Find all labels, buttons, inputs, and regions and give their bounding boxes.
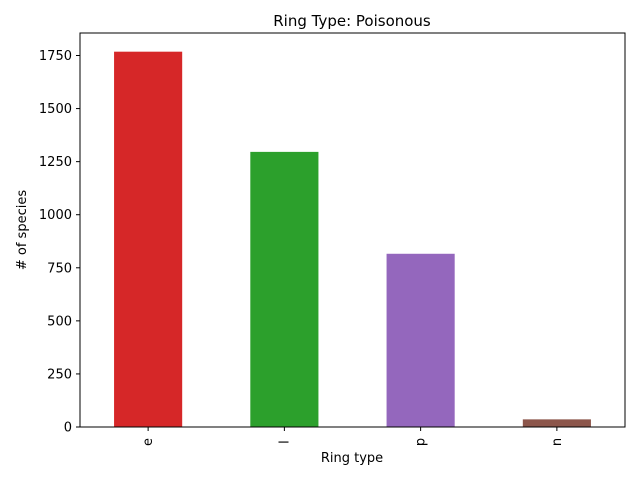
y-tick-label: 1500: [39, 102, 72, 117]
y-tick-label: 500: [47, 314, 72, 329]
bar-p: [386, 253, 455, 427]
bar-l: [250, 151, 319, 427]
y-tick-label: 250: [47, 367, 72, 382]
x-tick-label-n: n: [550, 438, 565, 446]
x-axis-label: Ring type: [321, 451, 383, 466]
x-tick-label-p: p: [414, 438, 429, 446]
y-tick-label: 750: [47, 261, 72, 276]
chart-title: Ring Type: Poisonous: [273, 12, 431, 30]
y-tick-label: 1750: [39, 49, 72, 64]
x-tick-label-e: e: [141, 438, 156, 446]
y-tick-label: 1000: [39, 208, 72, 223]
y-tick-label: 0: [64, 421, 72, 436]
bars-group: [114, 51, 591, 428]
y-axis-ticks: 0 250 500 750 1000 1250 1500 1750: [39, 49, 80, 436]
plot-frame: [79, 32, 626, 428]
x-tick-label-l: l: [277, 440, 292, 444]
y-tick-label: 1250: [39, 155, 72, 170]
bar-e: [114, 51, 183, 428]
y-axis-label: # of species: [15, 190, 30, 270]
bar-n: [522, 419, 591, 427]
